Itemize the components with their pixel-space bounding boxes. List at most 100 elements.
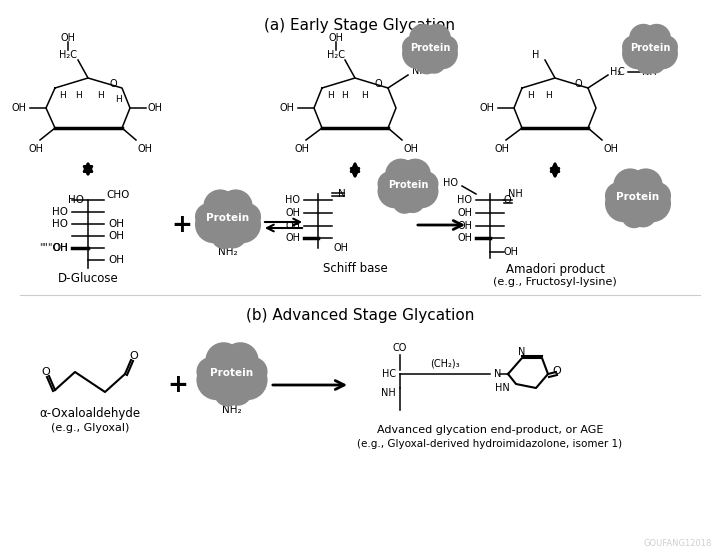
Text: H: H <box>75 92 81 100</box>
Text: +: + <box>168 373 189 397</box>
Text: OH: OH <box>328 33 343 43</box>
Text: H: H <box>532 50 540 60</box>
Circle shape <box>195 203 222 230</box>
Text: H₂: H₂ <box>610 67 621 77</box>
Circle shape <box>228 360 268 400</box>
Circle shape <box>404 174 438 208</box>
Circle shape <box>197 357 225 386</box>
Circle shape <box>385 158 416 190</box>
Text: OH: OH <box>404 144 419 154</box>
Circle shape <box>393 182 423 213</box>
Circle shape <box>220 222 247 248</box>
Text: OH: OH <box>138 144 153 154</box>
Text: NH: NH <box>382 388 396 398</box>
Text: CO: CO <box>393 343 408 353</box>
Circle shape <box>219 189 253 223</box>
Text: OH: OH <box>604 144 619 154</box>
Circle shape <box>214 378 242 407</box>
Text: OH: OH <box>285 233 300 243</box>
Circle shape <box>205 342 242 378</box>
Text: Schiff base: Schiff base <box>323 262 387 275</box>
Circle shape <box>636 46 664 73</box>
Text: OH: OH <box>285 208 300 218</box>
Text: OH: OH <box>457 208 472 218</box>
Text: C: C <box>618 67 625 77</box>
Text: HO: HO <box>443 178 458 188</box>
Circle shape <box>423 24 451 52</box>
Circle shape <box>384 161 432 209</box>
Text: H: H <box>361 92 369 100</box>
Text: OH: OH <box>279 103 294 113</box>
Circle shape <box>605 185 642 222</box>
Text: (e.g., Fructosyl-lysine): (e.g., Fructosyl-lysine) <box>493 277 617 287</box>
Text: O: O <box>504 195 512 205</box>
Text: O: O <box>42 367 50 377</box>
Text: H₂C: H₂C <box>59 50 77 60</box>
Text: H: H <box>544 92 552 100</box>
Circle shape <box>392 190 416 214</box>
Text: N: N <box>338 189 346 199</box>
Text: OH: OH <box>108 255 124 265</box>
Text: H: H <box>96 92 104 100</box>
Text: NH: NH <box>412 66 427 76</box>
Text: OH: OH <box>60 33 76 43</box>
Circle shape <box>195 206 233 243</box>
Text: OH: OH <box>29 144 43 154</box>
Text: H₂C: H₂C <box>327 50 345 60</box>
Circle shape <box>655 36 678 59</box>
Text: HO: HO <box>285 195 300 205</box>
Text: O: O <box>130 351 138 361</box>
Text: HO: HO <box>68 195 84 205</box>
Text: OH: OH <box>108 219 124 229</box>
Text: O: O <box>374 79 382 89</box>
Circle shape <box>377 171 402 196</box>
Text: HO: HO <box>457 195 472 205</box>
Circle shape <box>203 189 237 223</box>
Circle shape <box>630 200 657 228</box>
Text: OH: OH <box>479 103 494 113</box>
Circle shape <box>612 171 664 223</box>
Text: OH: OH <box>11 103 26 113</box>
Text: NH: NH <box>642 67 657 77</box>
Circle shape <box>202 192 254 244</box>
Text: (b) Advanced Stage Glycation: (b) Advanced Stage Glycation <box>246 308 474 323</box>
Text: O: O <box>552 366 561 376</box>
Circle shape <box>234 203 261 230</box>
Circle shape <box>435 36 458 59</box>
Circle shape <box>211 223 237 249</box>
Text: OH: OH <box>495 144 510 154</box>
Circle shape <box>212 215 244 248</box>
Circle shape <box>643 51 666 74</box>
Circle shape <box>222 342 258 378</box>
Circle shape <box>223 377 252 406</box>
Circle shape <box>636 52 657 74</box>
Text: Advanced glycation end-product, or AGE: Advanced glycation end-product, or AGE <box>377 425 603 435</box>
Circle shape <box>622 37 654 69</box>
Text: Protein: Protein <box>410 43 450 53</box>
Text: HC: HC <box>382 369 396 379</box>
Text: +: + <box>171 213 192 237</box>
Circle shape <box>415 52 438 74</box>
Text: (e.g., Glyoxal): (e.g., Glyoxal) <box>51 423 129 433</box>
Text: H: H <box>327 92 333 100</box>
Text: Protein: Protein <box>207 213 250 223</box>
Text: Protein: Protein <box>630 43 670 53</box>
Text: NH: NH <box>508 189 523 199</box>
Text: H: H <box>114 95 122 104</box>
Text: (CH₂)₃: (CH₂)₃ <box>430 359 460 369</box>
Text: O: O <box>109 79 117 89</box>
Text: OH: OH <box>108 231 124 241</box>
Text: D-Glucose: D-Glucose <box>58 272 118 285</box>
Circle shape <box>605 182 632 209</box>
Circle shape <box>238 357 268 386</box>
Text: O: O <box>574 79 582 89</box>
Circle shape <box>402 37 433 69</box>
Circle shape <box>215 370 249 405</box>
Text: N: N <box>494 369 501 379</box>
Text: NH₂: NH₂ <box>218 247 238 257</box>
Circle shape <box>408 26 452 70</box>
Circle shape <box>642 24 671 52</box>
Circle shape <box>634 185 671 222</box>
Text: H: H <box>526 92 534 100</box>
Text: H: H <box>58 92 66 100</box>
